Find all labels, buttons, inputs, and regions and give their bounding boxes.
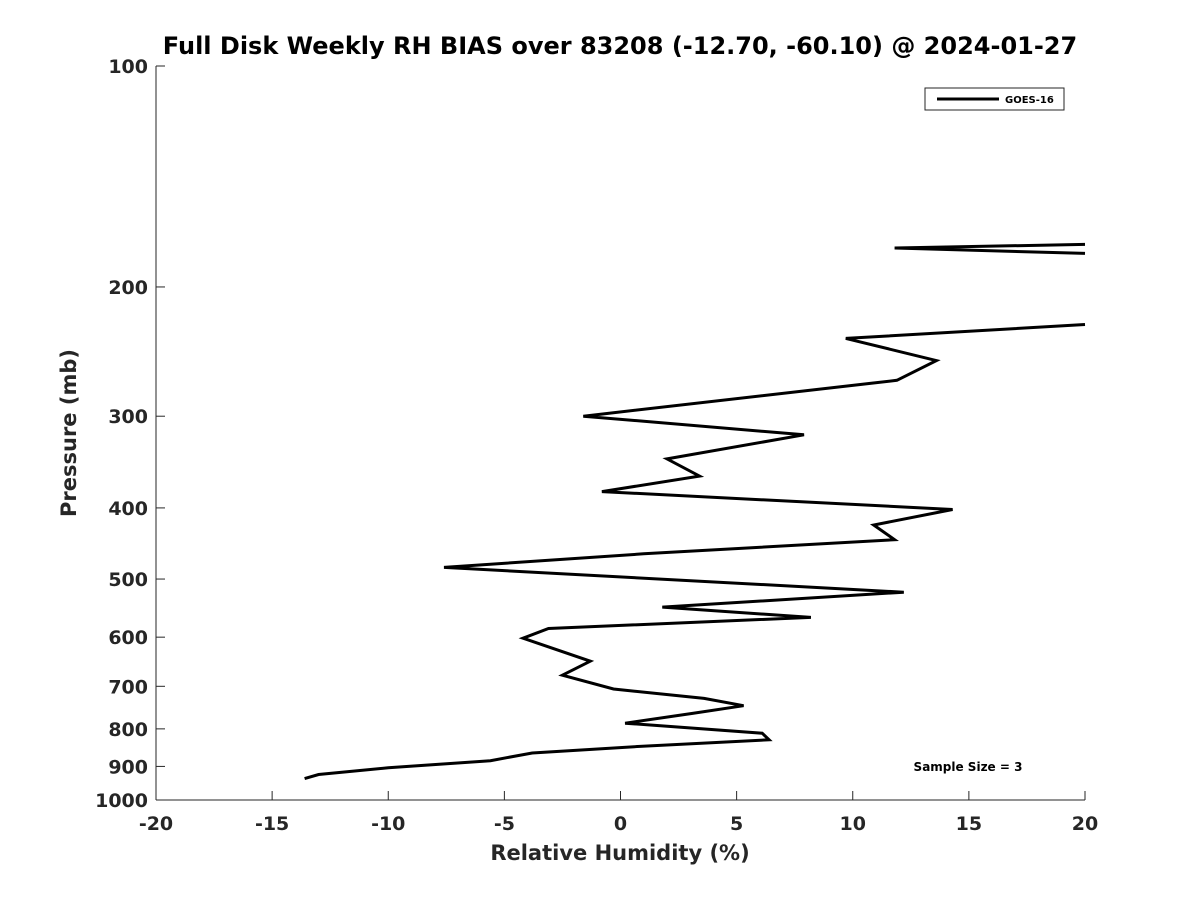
series-line-goes-16-segment-1 [894, 242, 1086, 255]
x-axis-label: Relative Humidity (%) [490, 841, 749, 865]
x-axis-ticks: -20 -15 -10 -5 0 5 10 15 20 [139, 791, 1098, 835]
y-tick-label: 200 [108, 277, 148, 299]
y-tick-label: 900 [108, 756, 148, 778]
y-tick-label: 500 [108, 569, 148, 591]
legend: GOES-16 [924, 87, 1065, 111]
y-tick-label: 300 [108, 406, 148, 428]
x-tick-label: 20 [1072, 813, 1098, 835]
y-tick-label: 100 [108, 56, 148, 78]
x-tick-label: 15 [956, 813, 982, 835]
series-line-goes-16-segment-2 [304, 323, 1086, 781]
y-axis-ticks: 100 200 300 400 500 600 700 800 900 1000 [95, 56, 165, 812]
legend-label-goes-16: GOES-16 [1005, 95, 1054, 106]
x-tick-label: -10 [371, 813, 405, 835]
axes-background [156, 66, 1085, 800]
series-layer [304, 242, 1086, 781]
y-tick-label: 600 [108, 627, 148, 649]
y-tick-label: 800 [108, 719, 148, 741]
x-tick-label: -5 [494, 813, 515, 835]
x-tick-label: -20 [139, 813, 173, 835]
x-tick-label: -15 [255, 813, 289, 835]
y-tick-label: 700 [108, 676, 148, 698]
sample-size-annotation: Sample Size = 3 [914, 760, 1023, 774]
plot-area: -20 -15 -10 -5 0 5 10 15 20 100 200 300 400 500 600 70… [95, 56, 1098, 835]
x-tick-label: 5 [730, 813, 743, 835]
x-tick-label: 0 [614, 813, 627, 835]
x-tick-label: 10 [840, 813, 866, 835]
y-axis-label: Pressure (mb) [57, 349, 81, 517]
chart-title: Full Disk Weekly RH BIAS over 83208 (-12… [163, 32, 1077, 60]
y-tick-label: 1000 [95, 790, 148, 812]
y-tick-label: 400 [108, 498, 148, 520]
